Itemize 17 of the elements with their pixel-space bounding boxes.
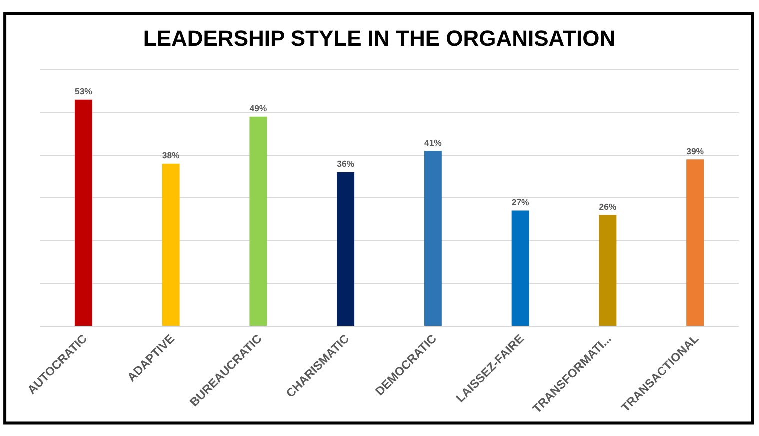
chart-title: LEADERSHIP STYLE IN THE ORGANISATION [143,26,616,51]
bar [424,151,442,326]
bar [599,215,617,326]
data-label: 26% [599,202,617,212]
data-label: 49% [250,104,268,114]
data-label: 36% [337,159,355,170]
bar [74,100,92,326]
bar [686,160,704,326]
bar [512,210,530,326]
data-label: 39% [686,146,704,156]
data-label: 41% [424,138,442,148]
data-label: 27% [512,198,530,208]
data-label: 53% [74,86,93,97]
bar [337,172,355,326]
data-label: 38% [162,150,180,161]
bar [250,116,268,326]
bar [162,164,180,326]
